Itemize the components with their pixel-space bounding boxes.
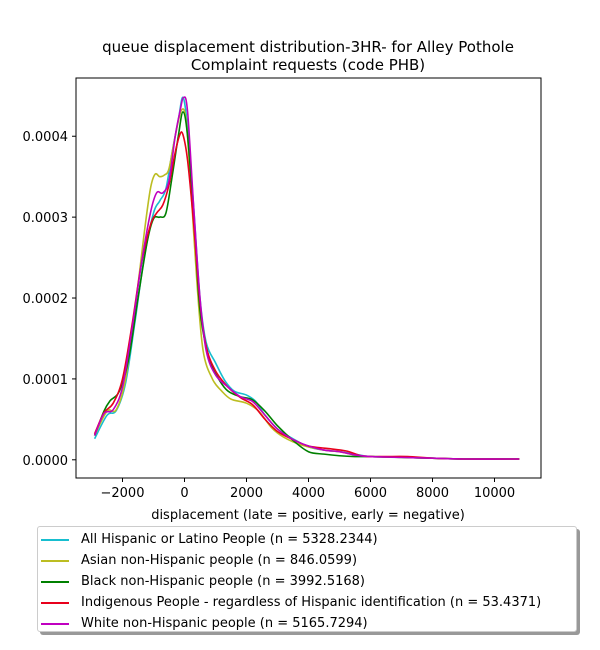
y-tick-label: 0.0001 bbox=[23, 373, 69, 388]
y-axis-ticks: 0.0000 0.0001 0.0002 0.0003 0.0004 bbox=[23, 130, 76, 469]
legend-item: Indigenous People - regardless of Hispan… bbox=[41, 592, 576, 613]
x-tick-label: 10000 bbox=[474, 486, 515, 501]
x-tick-label: 8000 bbox=[416, 486, 449, 501]
series-line-4 bbox=[93, 96, 520, 460]
legend-item: Black non-Hispanic people (n = 3992.5168… bbox=[41, 571, 576, 592]
legend-label: Asian non-Hispanic people (n = 846.0599) bbox=[81, 553, 358, 568]
series-line-0 bbox=[93, 96, 520, 460]
chart-title-line1: queue displacement distribution-3HR- for… bbox=[102, 38, 514, 56]
x-tick-label: 2000 bbox=[230, 486, 263, 501]
legend-swatch bbox=[41, 538, 69, 541]
series-line-3 bbox=[93, 131, 520, 460]
series-lines bbox=[93, 96, 520, 460]
legend-swatch bbox=[41, 580, 69, 583]
y-tick-label: 0.0000 bbox=[23, 454, 69, 469]
plot-area bbox=[75, 77, 542, 479]
legend-label: White non-Hispanic people (n = 5165.7294… bbox=[81, 616, 368, 631]
series-line-2 bbox=[93, 111, 520, 460]
legend: All Hispanic or Latino People (n = 5328.… bbox=[37, 526, 577, 632]
legend-label: Black non-Hispanic people (n = 3992.5168… bbox=[81, 574, 365, 589]
y-tick-label: 0.0002 bbox=[23, 292, 69, 307]
legend-label: All Hispanic or Latino People (n = 5328.… bbox=[81, 532, 378, 547]
x-tick-label: −2000 bbox=[101, 486, 145, 501]
y-tick-label: 0.0003 bbox=[23, 211, 69, 226]
x-tick-label: 4000 bbox=[292, 486, 325, 501]
legend-swatch bbox=[41, 601, 69, 604]
legend-label: Indigenous People - regardless of Hispan… bbox=[81, 595, 542, 610]
y-tick-label: 0.0004 bbox=[23, 130, 69, 145]
legend-item: White non-Hispanic people (n = 5165.7294… bbox=[41, 613, 576, 634]
x-axis-ticks: −2000 0 2000 4000 6000 8000 10000 bbox=[101, 478, 515, 501]
x-tick-label: 6000 bbox=[354, 486, 387, 501]
legend-swatch bbox=[41, 622, 69, 625]
legend-item: All Hispanic or Latino People (n = 5328.… bbox=[41, 529, 576, 550]
x-tick-label: 0 bbox=[180, 486, 188, 501]
legend-item: Asian non-Hispanic people (n = 846.0599) bbox=[41, 550, 576, 571]
legend-swatch bbox=[41, 559, 69, 562]
chart-title-line2: Complaint requests (code PHB) bbox=[191, 56, 425, 74]
series-line-1 bbox=[93, 108, 520, 460]
x-axis-label: displacement (late = positive, early = n… bbox=[151, 508, 465, 523]
